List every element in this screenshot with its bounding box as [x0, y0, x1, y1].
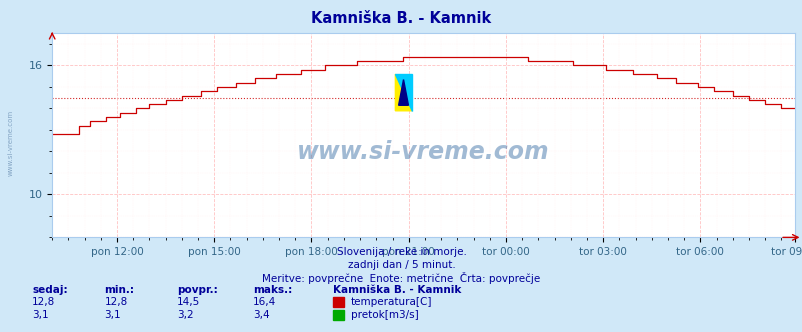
Polygon shape — [398, 80, 408, 105]
Text: 16,4: 16,4 — [253, 297, 276, 307]
Text: www.si-vreme.com: www.si-vreme.com — [7, 110, 14, 176]
Text: sedaj:: sedaj: — [32, 285, 67, 294]
Text: min.:: min.: — [104, 285, 134, 294]
Text: temperatura[C]: temperatura[C] — [350, 297, 431, 307]
Text: Meritve: povprečne  Enote: metrične  Črta: povprečje: Meritve: povprečne Enote: metrične Črta:… — [262, 272, 540, 284]
Text: 3,4: 3,4 — [253, 310, 269, 320]
Text: 3,1: 3,1 — [32, 310, 49, 320]
Text: maks.:: maks.: — [253, 285, 292, 294]
Text: pretok[m3/s]: pretok[m3/s] — [350, 310, 418, 320]
Text: 14,5: 14,5 — [176, 297, 200, 307]
Text: Kamniška B. - Kamnik: Kamniška B. - Kamnik — [333, 285, 461, 294]
Text: 3,2: 3,2 — [176, 310, 193, 320]
Text: 12,8: 12,8 — [32, 297, 55, 307]
Polygon shape — [395, 74, 411, 111]
Text: Slovenija / reke in morje.: Slovenija / reke in morje. — [336, 247, 466, 257]
Text: Kamniška B. - Kamnik: Kamniška B. - Kamnik — [311, 11, 491, 26]
Text: 12,8: 12,8 — [104, 297, 128, 307]
Polygon shape — [395, 74, 411, 111]
Text: povpr.:: povpr.: — [176, 285, 217, 294]
Text: 3,1: 3,1 — [104, 310, 121, 320]
Text: zadnji dan / 5 minut.: zadnji dan / 5 minut. — [347, 260, 455, 270]
Text: www.si-vreme.com: www.si-vreme.com — [297, 140, 549, 164]
